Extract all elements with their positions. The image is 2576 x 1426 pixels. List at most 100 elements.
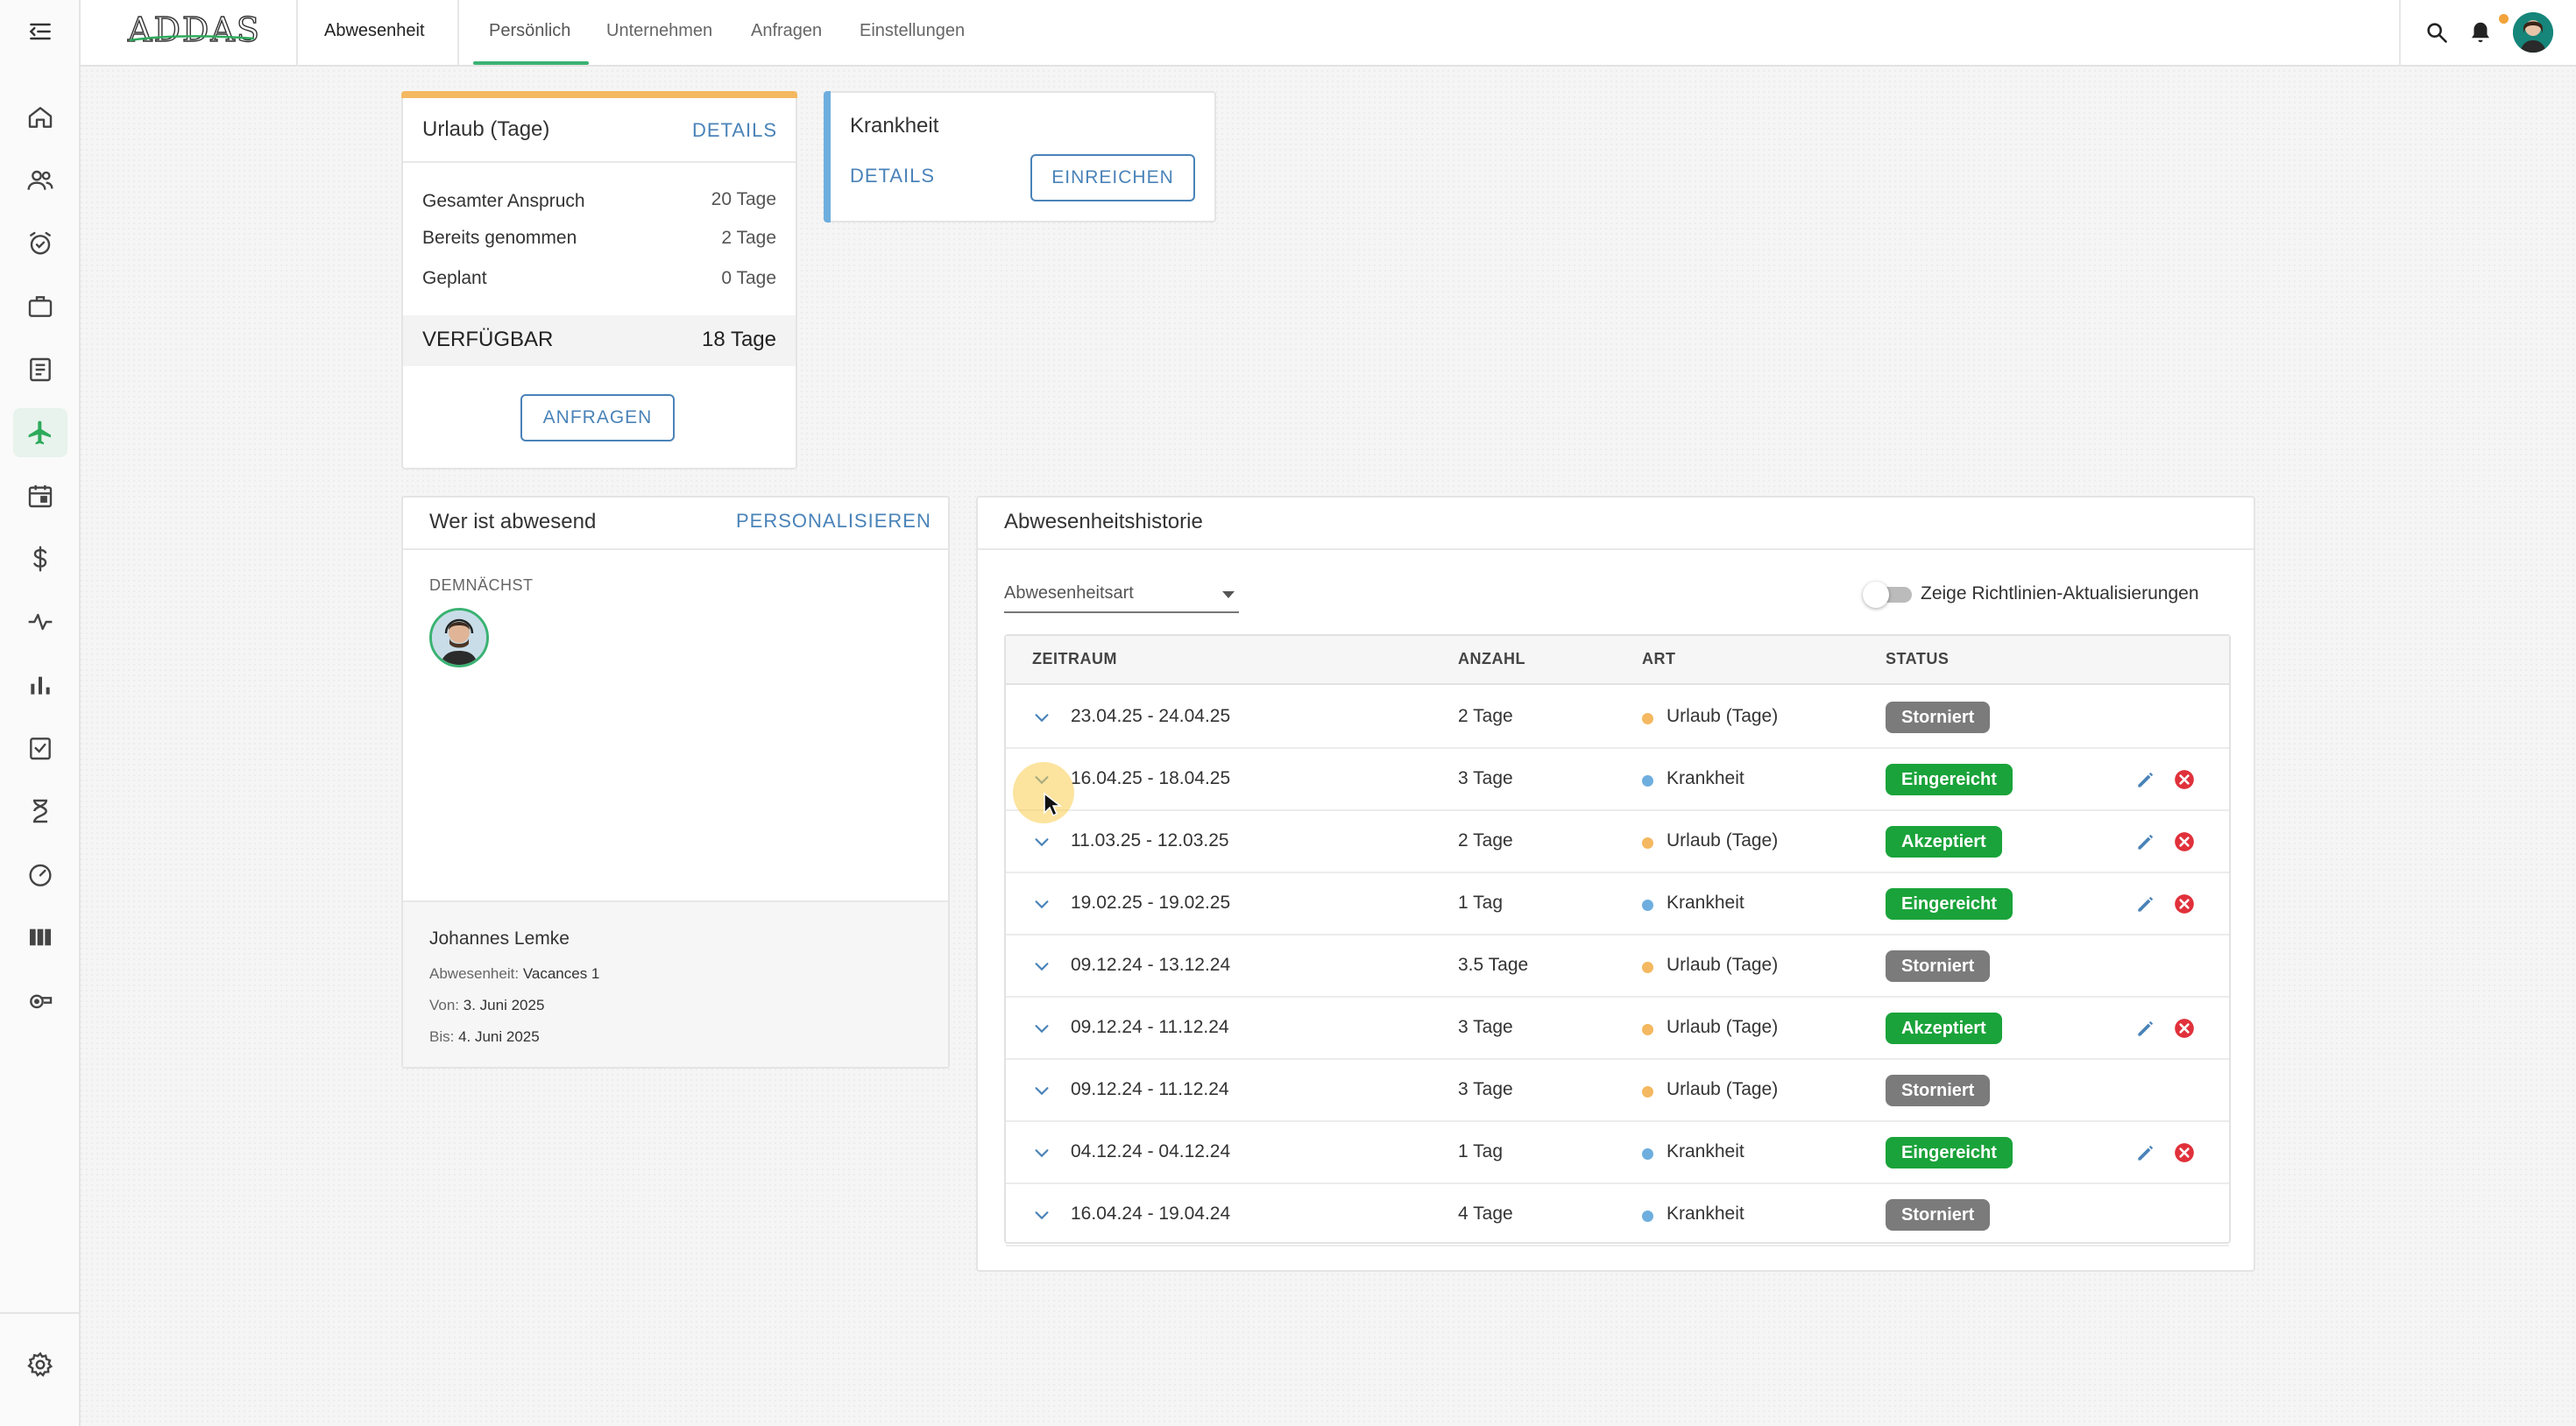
edit-icon[interactable]: [2134, 1017, 2157, 1040]
table-row[interactable]: 19.02.25 - 19.02.25 1 Tag Krankheit Eingere…: [1006, 873, 2229, 935]
expand-chevron-icon[interactable]: [1032, 957, 1051, 976]
pulse-icon[interactable]: [13, 597, 67, 646]
table-row[interactable]: 09.12.24 - 11.12.24 3 Tage Urlaub (Tage) St…: [1006, 1060, 2229, 1122]
status-badge: Eingereicht: [1886, 764, 2013, 795]
expand-chevron-icon[interactable]: [1032, 1081, 1051, 1100]
taken-value: 2 Tage: [721, 228, 776, 248]
table-row[interactable]: 04.12.24 - 04.12.24 1 Tag Krankheit Eingere…: [1006, 1122, 2229, 1184]
submit-sick-button[interactable]: EINREICHEN: [1030, 154, 1195, 201]
expand-chevron-icon[interactable]: [1032, 708, 1051, 727]
status-badge: Akzeptiert: [1886, 826, 2002, 858]
type-dot: [1642, 713, 1653, 724]
type-cell: Krankheit: [1667, 1204, 1744, 1224]
logo-swoosh-icon: [129, 35, 255, 42]
home-icon[interactable]: [13, 93, 67, 142]
expand-chevron-icon[interactable]: [1032, 1019, 1051, 1038]
table-row[interactable]: 16.04.25 - 18.04.25 3 Tage Krankheit Einger…: [1006, 749, 2229, 811]
expand-chevron-icon[interactable]: [1032, 894, 1051, 914]
settings-icon[interactable]: [13, 1340, 67, 1389]
absence-detail-panel: Johannes Lemke Abwesenheit: Vacances 1 V…: [403, 900, 948, 1067]
tab-anfragen[interactable]: Anfragen: [751, 21, 823, 40]
delete-icon[interactable]: [2173, 1141, 2196, 1164]
count-cell: 3 Tage: [1458, 1079, 1513, 1099]
columns-icon[interactable]: [13, 913, 67, 962]
request-button[interactable]: ANFRAGEN: [520, 394, 675, 441]
entitlement-label: Gesamter Anspruch: [422, 191, 585, 211]
sick-accent-bar: [824, 91, 831, 222]
status-badge: Storniert: [1886, 702, 1991, 733]
delete-icon[interactable]: [2173, 768, 2196, 791]
divider: [457, 0, 459, 67]
delete-icon[interactable]: [2173, 830, 2196, 853]
table-row[interactable]: 23.04.25 - 24.04.25 2 Tage Urlaub (Tage) St…: [1006, 687, 2229, 749]
bar-chart-icon[interactable]: [13, 660, 67, 709]
delete-icon[interactable]: [2173, 1017, 2196, 1040]
whistle-icon[interactable]: [13, 976, 67, 1025]
active-tab-indicator: [473, 61, 589, 65]
edit-icon[interactable]: [2134, 830, 2157, 853]
edit-icon[interactable]: [2134, 893, 2157, 915]
tab-einstellungen[interactable]: Einstellungen: [860, 21, 966, 40]
absent-card-title: Wer ist abwesend: [429, 510, 597, 533]
expand-chevron-icon[interactable]: [1032, 1205, 1051, 1225]
to-label: Bis:: [429, 1028, 455, 1045]
delete-icon[interactable]: [2173, 893, 2196, 915]
count-cell: 1 Tag: [1458, 1141, 1503, 1161]
personalize-link[interactable]: PERSONALISIEREN: [736, 510, 931, 532]
status-badge: Akzeptiert: [1886, 1013, 2002, 1044]
table-row[interactable]: 09.12.24 - 13.12.24 3.5 Tage Urlaub (Tage)…: [1006, 935, 2229, 998]
history-card-title: Abwesenheitshistorie: [1004, 510, 1203, 533]
vacation-details-link[interactable]: DETAILS: [692, 119, 778, 141]
document-icon[interactable]: [13, 345, 67, 394]
col-anzahl[interactable]: ANZAHL: [1458, 650, 1525, 667]
table-row[interactable]: 11.03.25 - 12.03.25 2 Tage Urlaub (Tage) Ak…: [1006, 811, 2229, 873]
from-label: Von:: [429, 997, 460, 1013]
edit-icon[interactable]: [2134, 768, 2157, 791]
type-dot: [1642, 775, 1653, 787]
count-cell: 3 Tage: [1458, 768, 1513, 788]
table-header: ZEITRAUM ANZAHL ART STATUS: [1006, 636, 2229, 685]
edit-icon[interactable]: [2134, 1141, 2157, 1164]
menu-collapse-icon[interactable]: [13, 7, 67, 56]
col-zeitraum[interactable]: ZEITRAUM: [1032, 650, 1117, 667]
col-art[interactable]: ART: [1642, 650, 1676, 667]
divider: [296, 0, 298, 67]
type-dot: [1642, 1148, 1653, 1160]
divider: [403, 548, 948, 550]
period-cell: 16.04.24 - 19.04.24: [1071, 1204, 1231, 1224]
people-icon[interactable]: [13, 156, 67, 205]
count-cell: 4 Tage: [1458, 1204, 1513, 1224]
briefcase-icon[interactable]: [13, 282, 67, 331]
policy-toggle[interactable]: [1863, 582, 1914, 608]
divider: [978, 548, 2254, 550]
hourglass-icon[interactable]: [13, 787, 67, 836]
dollar-icon[interactable]: [13, 534, 67, 583]
avatar[interactable]: [429, 608, 489, 667]
type-cell: Urlaub (Tage): [1667, 706, 1779, 726]
absence-type-label: Abwesenheit:: [429, 965, 520, 982]
sick-card-title: Krankheit: [850, 114, 939, 138]
tab-unternehmen[interactable]: Unternehmen: [606, 21, 713, 40]
sidebar: [0, 0, 81, 1426]
absence-type-select[interactable]: Abwesenheitsart: [1004, 578, 1239, 613]
tab-persoenlich[interactable]: Persönlich: [489, 21, 571, 40]
task-check-icon[interactable]: [13, 724, 67, 773]
col-status[interactable]: STATUS: [1886, 650, 1950, 667]
table-row[interactable]: 09.12.24 - 11.12.24 3 Tage Urlaub (Tage) Ak…: [1006, 998, 2229, 1060]
avatar[interactable]: [2513, 12, 2553, 53]
speedometer-icon[interactable]: [13, 850, 67, 899]
type-dot: [1642, 962, 1653, 973]
sick-details-link[interactable]: DETAILS: [850, 165, 936, 187]
period-cell: 09.12.24 - 11.12.24: [1071, 1079, 1229, 1099]
alarm-icon[interactable]: [13, 219, 67, 268]
search-icon[interactable]: [2420, 16, 2453, 49]
period-cell: 16.04.25 - 18.04.25: [1071, 768, 1231, 788]
expand-chevron-icon[interactable]: [1032, 832, 1051, 851]
table-row[interactable]: 16.04.24 - 19.04.24 4 Tage Krankheit Storni…: [1006, 1184, 2229, 1246]
calendar-icon[interactable]: [13, 471, 67, 520]
airplane-icon[interactable]: [13, 408, 67, 457]
logo: ADDAS: [127, 10, 261, 49]
expand-chevron-icon[interactable]: [1032, 1143, 1051, 1162]
available-label: VERFÜGBAR: [422, 328, 554, 351]
notifications-icon[interactable]: [2464, 16, 2497, 49]
